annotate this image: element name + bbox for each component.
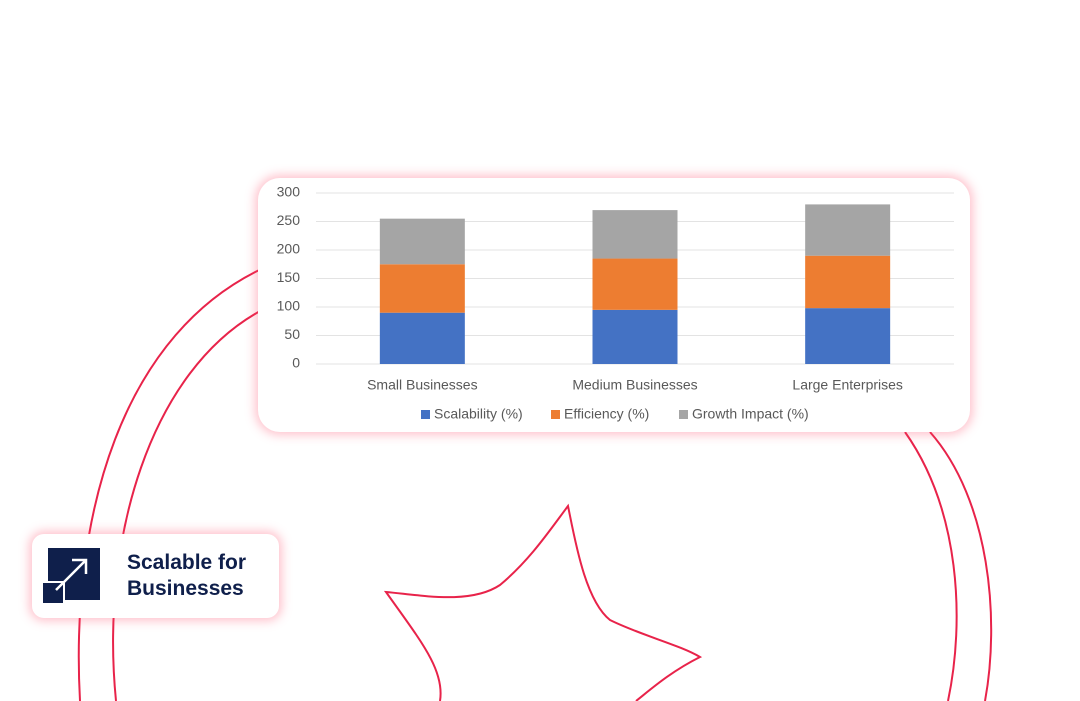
y-tick-label: 100 [277,298,301,314]
y-tick-label: 0 [292,355,300,371]
bar-segment [379,264,465,313]
badge-line: Businesses [127,577,244,600]
legend-label: Efficiency (%) [564,406,649,422]
y-tick-label: 250 [277,212,301,228]
bar-segment [592,309,678,364]
x-tick-label: Small Businesses [367,377,478,393]
bar-segment [805,255,891,309]
x-tick-label: Large Enterprises [792,377,903,393]
badge-line: Scalable for [127,551,247,574]
badge: Scalable for Businesses [32,534,279,618]
badge-title: Scalable for Businesses [127,550,246,602]
legend-swatch [551,410,560,419]
bar-segment [592,258,678,310]
bar-segment [805,204,891,256]
legend-swatch [421,410,430,419]
bar-segment [379,218,465,265]
y-tick-label: 150 [277,269,301,285]
bar-segment [379,312,465,364]
legend-label: Growth Impact (%) [692,406,809,422]
y-tick-label: 300 [277,184,301,200]
legend-swatch [679,410,688,419]
badge-icon [41,548,100,605]
bar-segment [805,308,891,364]
bar-segment [592,210,678,259]
x-tick-label: Medium Businesses [572,377,697,393]
y-tick-label: 50 [284,326,300,342]
legend-label: Scalability (%) [434,406,523,422]
y-tick-label: 200 [277,241,301,257]
